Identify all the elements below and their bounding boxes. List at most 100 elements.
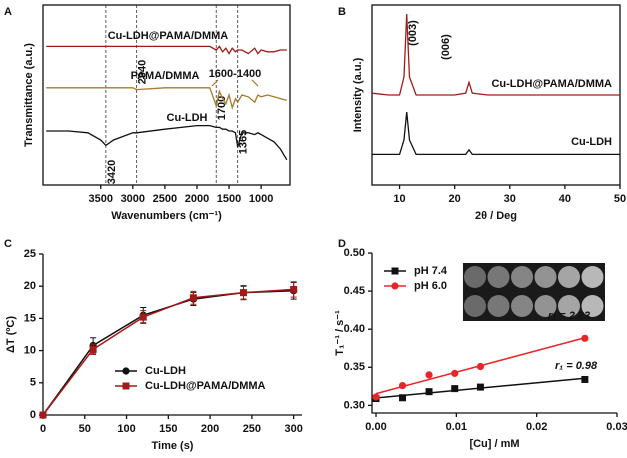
x-axis-label: 2θ / Deg <box>475 210 517 222</box>
y-tick-label: 0.50 <box>344 247 365 259</box>
x-tick-label: 0.03 <box>606 421 627 433</box>
plot-frame <box>42 4 291 186</box>
peak-label: (003) <box>407 20 419 46</box>
series-label: PAMA/DMMA <box>131 70 200 82</box>
inset-well <box>581 266 604 288</box>
x-tick-label: 50 <box>614 193 626 205</box>
y-tick-label: 0.40 <box>344 323 365 335</box>
data-point <box>399 394 407 402</box>
inset-well <box>511 295 533 317</box>
fit-label: r₁ = 0.98 <box>555 360 598 372</box>
data-point <box>372 393 380 401</box>
x-axis-label: Wavenumbers (cm⁻¹) <box>111 210 222 222</box>
inset-well <box>534 295 557 317</box>
data-point <box>139 313 147 321</box>
x-tick-label: 2500 <box>153 193 177 205</box>
y-axis-label: T₁⁻¹ / s⁻¹ <box>334 310 346 356</box>
inset-well <box>464 295 486 317</box>
inset-well <box>534 266 557 288</box>
inset-well <box>511 266 533 288</box>
y-tick-label: 0.30 <box>344 399 365 411</box>
data-point <box>476 362 485 371</box>
y-tick-label: 20 <box>24 280 36 292</box>
x-tick-label: 200 <box>201 423 219 435</box>
x-axis-label: Time (s) <box>152 440 194 452</box>
y-tick-label: 0 <box>30 409 36 421</box>
inset-well <box>487 266 510 288</box>
x-tick-label: 100 <box>117 423 135 435</box>
series-line <box>372 112 620 156</box>
x-tick-label: 30 <box>504 193 516 205</box>
x-tick-label: 40 <box>559 193 571 205</box>
x-tick-label: 3500 <box>88 193 112 205</box>
legend-label: pH 6.0 <box>414 280 447 292</box>
y-tick-label: 5 <box>30 377 36 389</box>
inset-well <box>464 266 486 288</box>
series-line <box>46 124 288 161</box>
inset-well <box>558 266 580 288</box>
inset-background <box>463 263 605 321</box>
legend-marker <box>391 267 399 275</box>
data-point <box>398 381 407 390</box>
x-tick-label: 10 <box>393 193 405 205</box>
series-line <box>42 288 294 416</box>
series-line <box>46 45 287 55</box>
fit-label: r₁ = 2.83 <box>548 310 590 322</box>
x-tick-label: 300 <box>284 423 302 435</box>
data-point <box>240 289 248 297</box>
inset-well <box>581 295 604 317</box>
data-point <box>425 371 433 379</box>
data-point <box>89 345 97 353</box>
x-tick-label: 0.01 <box>446 421 467 433</box>
panel-label: D <box>338 238 346 250</box>
x-tick-label: 0 <box>40 423 46 435</box>
mri-inset <box>463 263 605 321</box>
x-tick-label: 50 <box>79 423 91 435</box>
x-tick-label: 2000 <box>185 193 209 205</box>
series-label: Cu-LDH <box>167 112 208 124</box>
axis-line <box>371 253 617 414</box>
reference-label: 3420 <box>106 160 118 184</box>
x-axis-label: [Cu] / mM <box>469 438 519 450</box>
panel-label: A <box>4 6 12 18</box>
legend-label: Cu-LDH <box>145 365 186 377</box>
legend-label: Cu-LDH@PAMA/DMMA <box>145 380 266 392</box>
data-point <box>476 383 484 391</box>
data-point <box>189 294 197 302</box>
series-label: Cu-LDH <box>571 136 612 148</box>
y-tick-label: 15 <box>24 312 36 324</box>
y-tick-label: 0.35 <box>344 361 365 373</box>
x-tick-label: 150 <box>159 423 177 435</box>
annotation-arrow <box>211 79 259 87</box>
y-axis-label: ΔT (ºC) <box>5 316 17 353</box>
data-point <box>581 334 589 342</box>
legend-marker <box>391 282 399 290</box>
x-tick-label: 20 <box>449 193 461 205</box>
y-axis-label: Intensity (a.u.) <box>352 57 364 132</box>
series-line <box>46 87 287 110</box>
y-tick-label: 0.45 <box>344 285 365 297</box>
data-point <box>290 285 298 293</box>
legend-marker <box>122 382 130 390</box>
series-line <box>42 289 294 416</box>
y-tick-label: 10 <box>24 345 36 357</box>
annotation: 1600-1400 <box>209 68 262 80</box>
legend-marker <box>122 367 130 375</box>
x-tick-label: 0.00 <box>365 421 386 433</box>
legend-label: pH 7.4 <box>414 265 448 277</box>
data-point <box>451 369 459 377</box>
data-point <box>39 411 47 419</box>
x-tick-label: 1000 <box>249 193 273 205</box>
data-point <box>425 388 433 396</box>
inset-well <box>487 295 510 317</box>
panel-label: B <box>338 6 346 18</box>
y-tick-label: 25 <box>24 248 36 260</box>
peak-label: (006) <box>440 34 452 60</box>
series-line <box>371 13 620 96</box>
x-tick-label: 0.02 <box>526 421 547 433</box>
reference-label: 2940 <box>137 60 149 84</box>
panel-label: C <box>4 238 12 250</box>
series-label: Cu-LDH@PAMA/DMMA <box>108 30 229 42</box>
x-tick-label: 250 <box>243 423 261 435</box>
